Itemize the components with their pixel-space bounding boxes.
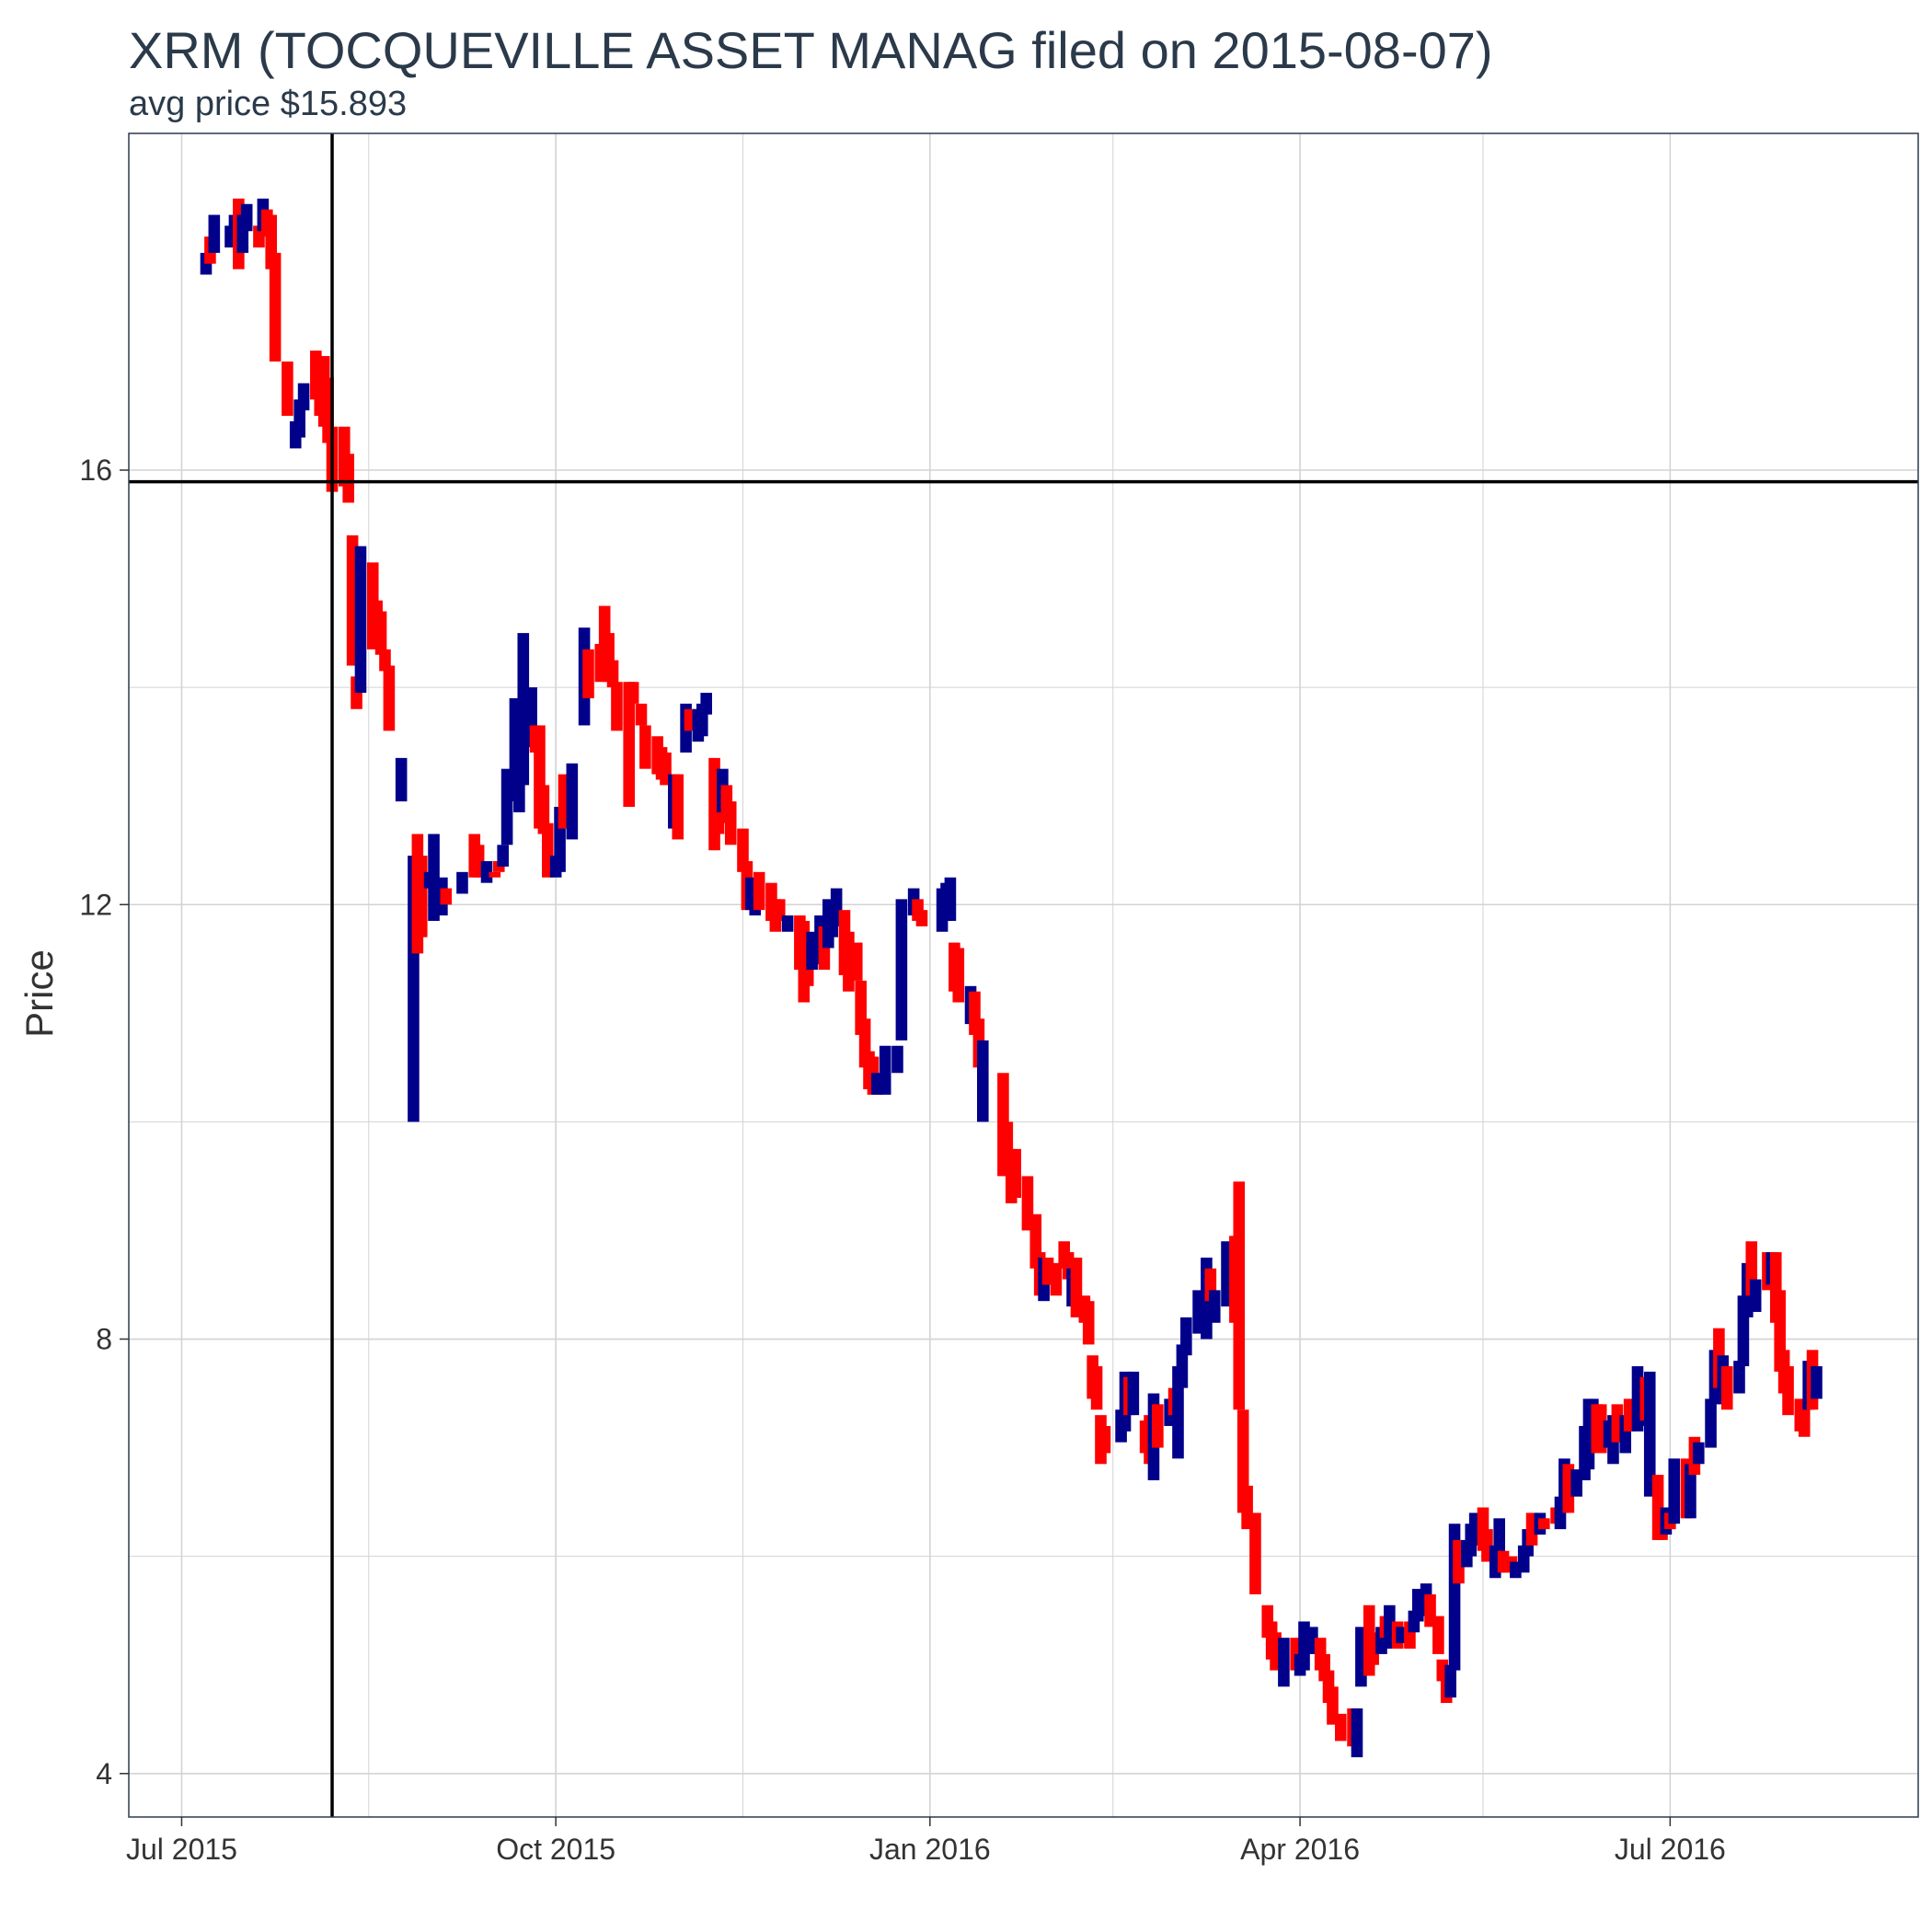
price-bar bbox=[1050, 1262, 1063, 1296]
price-bar bbox=[440, 888, 453, 905]
price-bar bbox=[1208, 1290, 1221, 1323]
price-bar bbox=[1278, 1638, 1290, 1687]
price-bar bbox=[537, 785, 550, 834]
price-bar bbox=[1098, 1425, 1111, 1454]
price-bar bbox=[1749, 1279, 1762, 1312]
price-bar bbox=[700, 693, 713, 715]
price-bar bbox=[635, 703, 648, 726]
y-tick-label: 16 bbox=[79, 454, 112, 487]
price-bar bbox=[395, 757, 408, 802]
price-bar bbox=[1082, 1301, 1095, 1345]
price-bar bbox=[1733, 1361, 1745, 1394]
price-bar bbox=[342, 454, 355, 503]
price-bar bbox=[753, 871, 765, 911]
price-bar bbox=[240, 203, 253, 232]
price-bar bbox=[672, 774, 684, 840]
price-bar bbox=[480, 861, 493, 883]
price-bar bbox=[1668, 1458, 1681, 1524]
price-bar bbox=[566, 763, 579, 840]
price-bar bbox=[1798, 1404, 1811, 1437]
price-bar bbox=[976, 1040, 989, 1122]
price-bar bbox=[383, 665, 396, 731]
price-bar bbox=[623, 682, 636, 807]
price-bar bbox=[1090, 1366, 1103, 1410]
price-bar bbox=[1351, 1708, 1363, 1758]
price-bar bbox=[1432, 1616, 1444, 1654]
price-bar bbox=[1685, 1464, 1696, 1519]
price-bar bbox=[456, 871, 468, 894]
y-axis-label: Price bbox=[17, 949, 61, 1038]
x-tick-label: Oct 2015 bbox=[496, 1833, 615, 1866]
x-tick-label: Jan 2016 bbox=[869, 1833, 991, 1866]
price-bar bbox=[297, 383, 310, 411]
price-bar bbox=[517, 633, 530, 786]
price-bar bbox=[1233, 1181, 1246, 1410]
price-bar bbox=[415, 856, 428, 937]
price-bar bbox=[492, 861, 505, 872]
price-bar bbox=[1643, 1371, 1656, 1497]
price-bar bbox=[639, 725, 651, 769]
price-bar bbox=[1705, 1398, 1717, 1448]
price-bar bbox=[282, 361, 293, 416]
price-bar bbox=[895, 899, 908, 1041]
y-tick-label: 8 bbox=[96, 1323, 112, 1356]
panel-border bbox=[128, 132, 1919, 1818]
price-bar bbox=[1692, 1442, 1705, 1465]
price-bar bbox=[1720, 1366, 1733, 1410]
x-axis-ticks: Jul 2015 Oct 2015 Jan 2016 Apr 2016 Jul 2016 bbox=[126, 1817, 1726, 1866]
price-bar bbox=[374, 611, 387, 655]
price-bar bbox=[1249, 1512, 1261, 1594]
price-bar bbox=[1127, 1371, 1140, 1416]
price-bar bbox=[724, 801, 737, 845]
price-bar bbox=[1538, 1518, 1550, 1530]
price-bar bbox=[354, 546, 367, 694]
price-bar bbox=[891, 1045, 903, 1074]
price-bar bbox=[952, 948, 965, 1003]
price-bar bbox=[269, 252, 282, 362]
price-bar bbox=[1180, 1317, 1192, 1356]
price-bar bbox=[915, 910, 928, 926]
price-bar bbox=[850, 942, 863, 981]
price-bar bbox=[1172, 1366, 1184, 1459]
price-bar bbox=[781, 915, 794, 932]
price-bar bbox=[1152, 1404, 1164, 1448]
price-bar bbox=[1811, 1366, 1823, 1399]
price-bar bbox=[611, 682, 623, 731]
price-bar bbox=[582, 649, 594, 698]
price-bar bbox=[1444, 1664, 1456, 1698]
y-tick-label: 12 bbox=[79, 888, 112, 921]
price-bar bbox=[1334, 1713, 1347, 1742]
price-bar bbox=[627, 682, 639, 704]
price-bar bbox=[208, 214, 221, 253]
x-tick-label: Jul 2016 bbox=[1615, 1833, 1726, 1866]
chart-title: XRM (TOCQUEVILLE ASSET MANAG filed on 20… bbox=[129, 21, 1493, 79]
price-bar bbox=[1009, 1148, 1021, 1199]
x-tick-label: Apr 2016 bbox=[1240, 1833, 1360, 1866]
x-tick-label: Jul 2015 bbox=[126, 1833, 237, 1866]
price-bar bbox=[944, 877, 957, 921]
chart-subtitle: avg price $15.893 bbox=[129, 85, 408, 123]
price-bar bbox=[606, 660, 619, 688]
price-bar bbox=[1782, 1366, 1794, 1416]
reference-lines bbox=[129, 133, 1918, 1817]
price-bar bbox=[497, 845, 509, 867]
y-tick-label: 4 bbox=[96, 1757, 112, 1790]
y-axis-ticks: 4 8 12 16 bbox=[79, 454, 129, 1790]
grid-lines bbox=[129, 133, 1918, 1817]
price-bar bbox=[489, 871, 501, 878]
price-bar bbox=[879, 1045, 891, 1095]
price-bars bbox=[200, 198, 1823, 1758]
